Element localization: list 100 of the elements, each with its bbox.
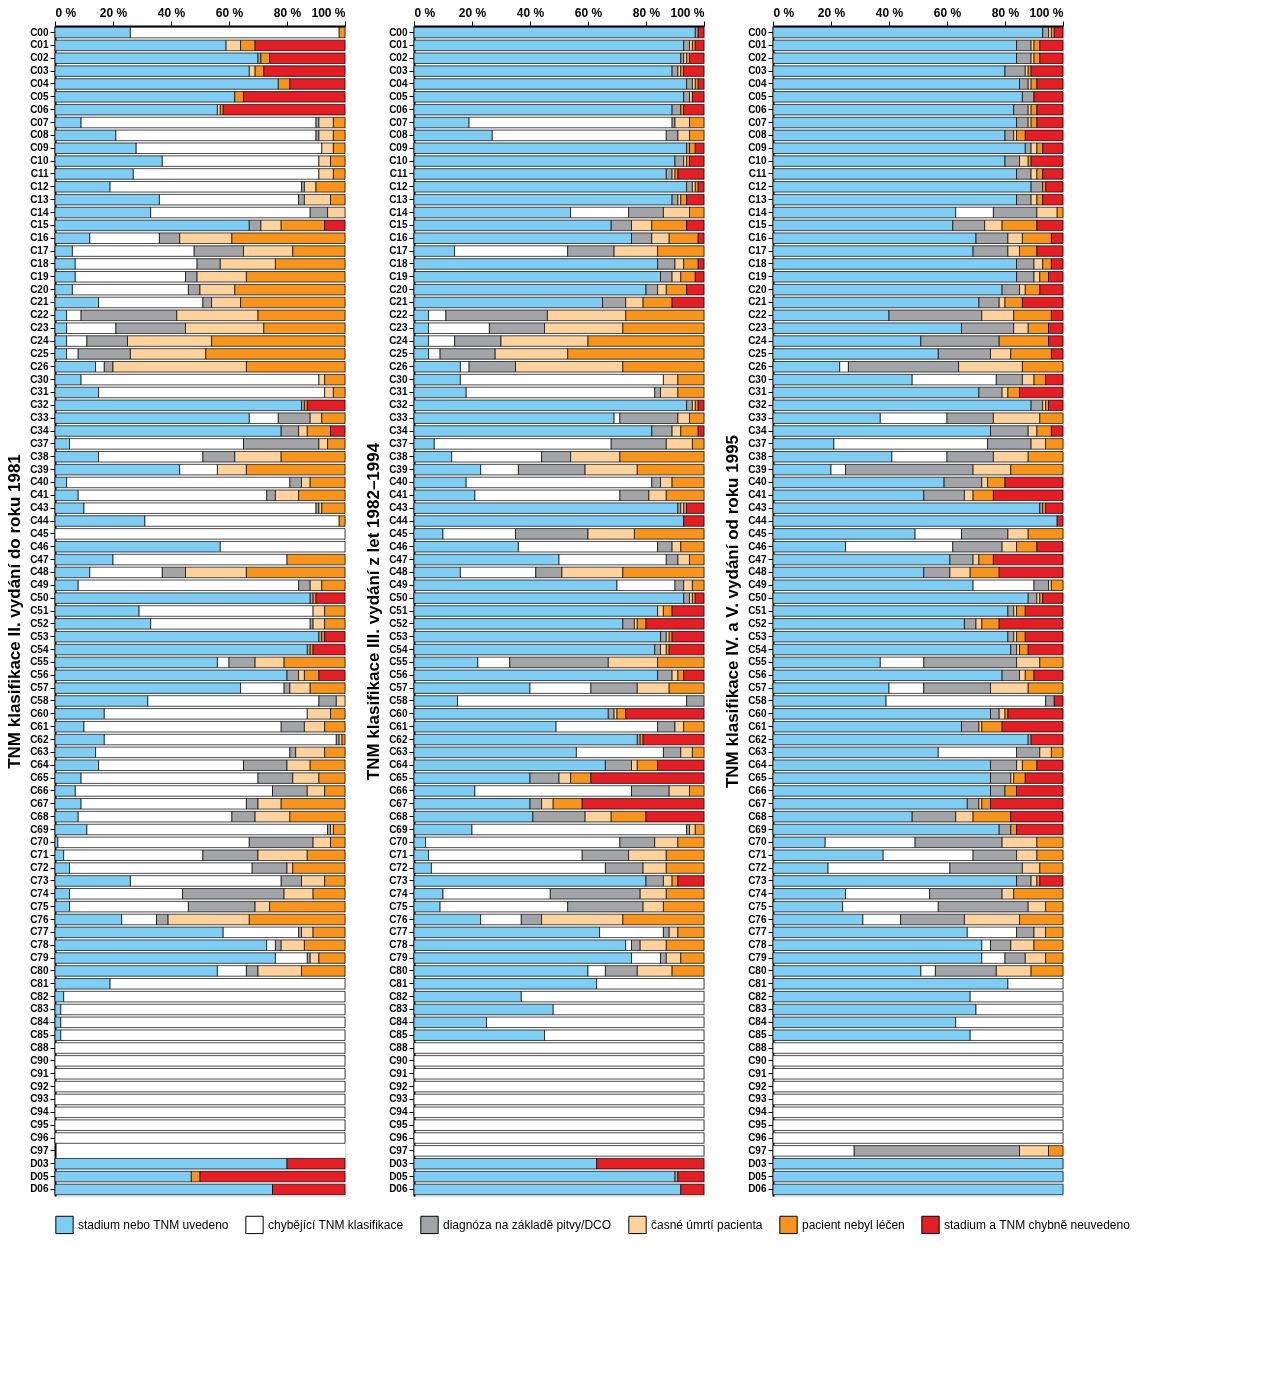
y-tick-label: C81 <box>30 977 49 989</box>
legend-label: stadium nebo TNM uvedeno <box>78 1217 229 1232</box>
y-tick-label: C96 <box>748 1132 767 1144</box>
y-tick-label: C49 <box>389 579 408 591</box>
y-tick-label: C23 <box>748 322 767 334</box>
x-tick-label: 60 % <box>215 5 244 20</box>
y-tick-label: C67 <box>748 797 767 809</box>
y-tick-label: C92 <box>389 1080 408 1092</box>
y-tick-label: C83 <box>389 1003 408 1015</box>
y-tick-label: C62 <box>30 733 49 745</box>
y-tick-label: C81 <box>389 977 408 989</box>
y-tick-label: C14 <box>30 206 49 218</box>
y-tick-label: C01 <box>389 39 408 51</box>
y-tick-label: C56 <box>389 669 408 681</box>
y-tick-label: C66 <box>748 784 767 796</box>
x-tick-label: 100 % <box>311 5 346 20</box>
y-tick-label: C52 <box>748 617 767 629</box>
x-tick-label: 80 % <box>632 5 661 20</box>
y-tick-label: C77 <box>748 926 767 938</box>
y-tick-label: C30 <box>748 373 767 385</box>
y-tick-label: C26 <box>389 360 408 372</box>
y-tick-label: C24 <box>389 335 408 347</box>
x-tick-label: 20 % <box>458 5 487 20</box>
y-tick-label: C20 <box>389 283 408 295</box>
y-tick-label: C84 <box>748 1016 767 1028</box>
y-tick-label: C65 <box>389 772 408 784</box>
y-tick-label: C77 <box>389 926 408 938</box>
y-tick-label: C80 <box>389 964 408 976</box>
y-tick-label: C08 <box>30 129 49 141</box>
y-tick-label: C66 <box>389 784 408 796</box>
y-tick-label: C65 <box>30 772 49 784</box>
y-tick-label: C56 <box>30 669 49 681</box>
y-tick-label: C82 <box>30 990 49 1002</box>
y-tick-label: C79 <box>389 952 408 964</box>
y-tick-label: C51 <box>389 605 408 616</box>
y-tick-label: C03 <box>30 65 49 77</box>
y-tick-label: C91 <box>748 1067 767 1079</box>
y-tick-label: C19 <box>389 270 408 282</box>
y-tick-label: C24 <box>30 335 49 347</box>
x-tick-label: 100 % <box>1029 5 1064 20</box>
y-tick-label: C56 <box>748 669 767 681</box>
y-tick-label: C53 <box>748 630 767 642</box>
y-tick-label: C02 <box>389 52 408 64</box>
y-tick-label: C55 <box>748 656 767 668</box>
legend-label: stadium a TNM chybně neuvedeno <box>944 1217 1131 1232</box>
y-tick-label: C74 <box>30 887 49 899</box>
y-tick-label: C10 <box>389 155 408 167</box>
y-tick-label: C64 <box>748 759 767 771</box>
y-tick-label: C74 <box>748 887 767 899</box>
y-tick-label: C54 <box>30 643 49 655</box>
y-tick-label: C63 <box>389 746 408 758</box>
y-tick-label: C58 <box>30 694 49 706</box>
y-tick-label: C43 <box>748 502 767 514</box>
y-tick-label: C55 <box>30 656 49 668</box>
y-tick-label: C01 <box>748 39 767 51</box>
y-tick-label: C11 <box>30 167 49 179</box>
y-tick-label: C67 <box>30 797 49 809</box>
y-tick-label: C51 <box>748 605 767 616</box>
y-tick-label: C18 <box>748 257 767 269</box>
y-tick-label: C38 <box>389 450 408 462</box>
y-tick-label: C38 <box>30 450 49 462</box>
y-tick-label: C17 <box>748 245 767 257</box>
y-tick-label: D06 <box>748 1183 767 1195</box>
y-tick-label: C69 <box>748 823 767 835</box>
y-tick-label: C58 <box>389 694 408 706</box>
y-tick-label: C14 <box>748 206 767 218</box>
y-tick-label: C70 <box>748 836 767 848</box>
y-tick-label: C92 <box>30 1080 49 1092</box>
y-tick-label: C61 <box>389 720 408 732</box>
y-tick-label: C03 <box>389 65 408 77</box>
legend-label: pacient nebyl léčen <box>802 1217 905 1232</box>
y-tick-label: C08 <box>748 129 767 141</box>
x-tick-label: 40 % <box>875 5 904 20</box>
x-tick-label: 40 % <box>516 5 545 20</box>
y-tick-label: C78 <box>748 939 767 951</box>
y-tick-label: C34 <box>389 425 408 437</box>
legend-label: časné úmrtí pacienta <box>651 1217 763 1232</box>
y-tick-label: C75 <box>748 900 767 912</box>
y-tick-label: C57 <box>389 682 408 694</box>
y-tick-label: C93 <box>30 1093 49 1105</box>
y-tick-label: C09 <box>30 142 49 154</box>
y-tick-label: C69 <box>389 823 408 835</box>
y-tick-label: C80 <box>748 964 767 976</box>
y-tick-label: C53 <box>30 630 49 642</box>
y-axis-title: TNM klasifikace II. vydání do roku 1981 <box>5 454 25 769</box>
y-tick-label: C55 <box>389 656 408 668</box>
y-tick-label: C60 <box>748 707 767 719</box>
y-tick-label: D03 <box>748 1157 767 1169</box>
y-tick-label: C94 <box>748 1106 767 1118</box>
y-tick-label: C68 <box>30 810 49 822</box>
y-tick-label: C78 <box>389 939 408 951</box>
y-tick-label: C08 <box>389 129 408 141</box>
y-tick-label: C21 <box>30 296 49 308</box>
y-tick-label: C22 <box>748 309 767 321</box>
y-tick-label: C33 <box>389 412 408 424</box>
y-tick-label: C00 <box>389 26 408 38</box>
y-tick-label: C38 <box>748 450 767 462</box>
y-tick-label: C04 <box>30 77 49 89</box>
y-tick-label: C82 <box>748 990 767 1002</box>
y-tick-label: C68 <box>748 810 767 822</box>
